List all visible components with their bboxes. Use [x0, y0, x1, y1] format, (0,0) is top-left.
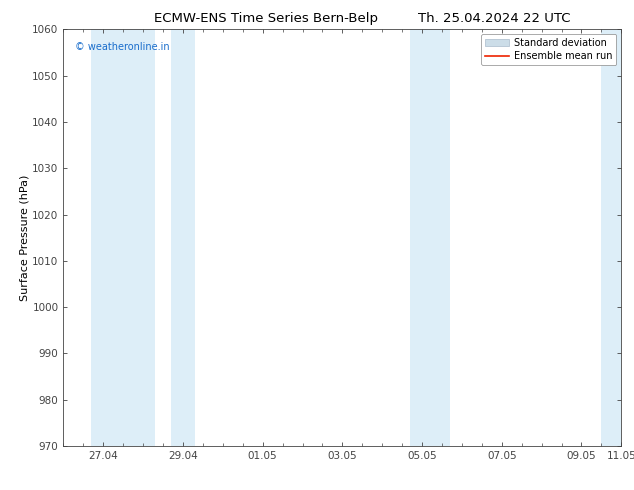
Bar — [602, 29, 621, 446]
Legend: Standard deviation, Ensemble mean run: Standard deviation, Ensemble mean run — [481, 34, 616, 65]
Bar — [91, 29, 155, 446]
Y-axis label: Surface Pressure (hPa): Surface Pressure (hPa) — [20, 174, 30, 301]
Bar — [171, 29, 195, 446]
Text: Th. 25.04.2024 22 UTC: Th. 25.04.2024 22 UTC — [418, 12, 571, 25]
Text: © weatheronline.in: © weatheronline.in — [75, 42, 169, 52]
Bar — [410, 29, 450, 446]
Text: ECMW-ENS Time Series Bern-Belp: ECMW-ENS Time Series Bern-Belp — [154, 12, 378, 25]
